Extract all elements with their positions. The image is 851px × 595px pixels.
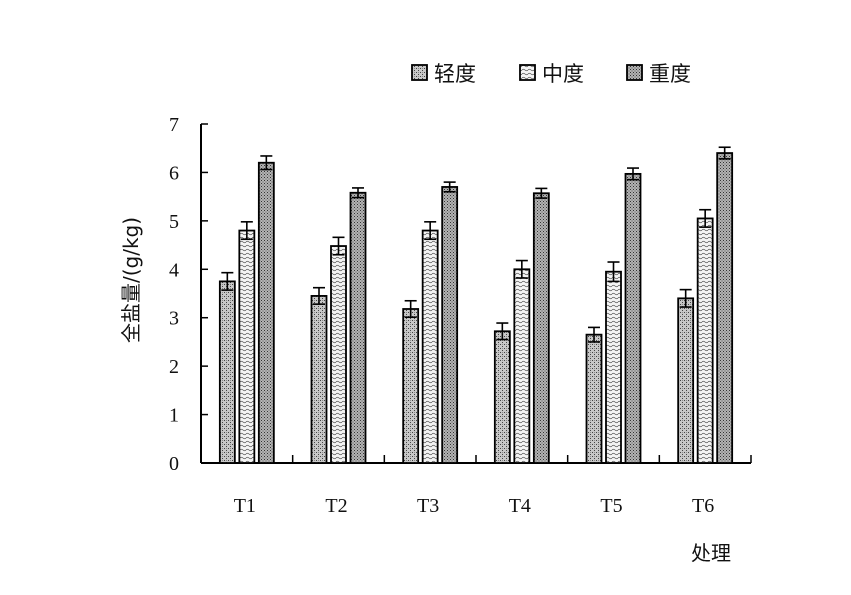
y-tick-label: 3 [169, 308, 179, 330]
bar-T3-series-0 [402, 308, 420, 464]
x-tick-label-T6: T6 [692, 495, 714, 517]
bars [218, 152, 734, 464]
bar-T6-series-2 [716, 152, 734, 464]
axes [200, 123, 752, 464]
bar-T2-series-1 [330, 245, 347, 464]
bar-T2-series-2 [349, 191, 367, 464]
bar-T5-series-0 [585, 333, 603, 464]
bar-T1-series-0 [218, 280, 236, 464]
bar-T4-series-2 [532, 192, 550, 464]
bar-T5-series-2 [624, 172, 642, 464]
y-tick-label: 2 [169, 356, 179, 378]
bar-T3-series-2 [441, 186, 459, 464]
y-tick-label: 1 [169, 405, 179, 427]
x-tick-label-T4: T4 [509, 495, 531, 517]
legend-swatch-1 [519, 64, 536, 81]
legend-label-1: 中度 [542, 62, 584, 86]
axis-labels: 0 1 2 3 4 5 6 7 T1 T2 T3 T4 T5 T6 [169, 114, 714, 517]
bar-T6-series-1 [696, 217, 714, 464]
legend: 轻度 中度 重度 [411, 62, 691, 86]
legend-label-2: 重度 [649, 62, 691, 86]
y-tick-label: 5 [169, 211, 179, 233]
y-tick-label: 7 [169, 114, 179, 136]
x-axis-title: 处理 [691, 541, 731, 565]
x-tick-label-T1: T1 [234, 495, 256, 517]
bar-T1-series-1 [238, 229, 256, 464]
legend-swatch-0 [411, 64, 428, 81]
y-tick-label: 4 [169, 259, 179, 281]
y-tick-label: 0 [169, 453, 179, 475]
x-tick-label-T2: T2 [325, 495, 347, 517]
legend-swatch-2 [626, 64, 643, 81]
bar-T4-series-0 [493, 330, 511, 464]
bar-T4-series-1 [513, 268, 531, 464]
legend-label-0: 轻度 [434, 62, 476, 86]
y-axis-title: 全盐量/(g/kg) [119, 217, 143, 343]
bar-T1-series-2 [257, 161, 275, 464]
bar-T5-series-1 [605, 270, 622, 464]
y-tick-label: 6 [169, 162, 179, 184]
x-tick-label-T3: T3 [417, 495, 439, 517]
bar-T2-series-0 [310, 295, 328, 464]
bar-T6-series-0 [677, 297, 695, 464]
bar-T3-series-1 [421, 229, 439, 464]
x-tick-label-T5: T5 [600, 495, 622, 517]
error-bars [221, 146, 731, 343]
